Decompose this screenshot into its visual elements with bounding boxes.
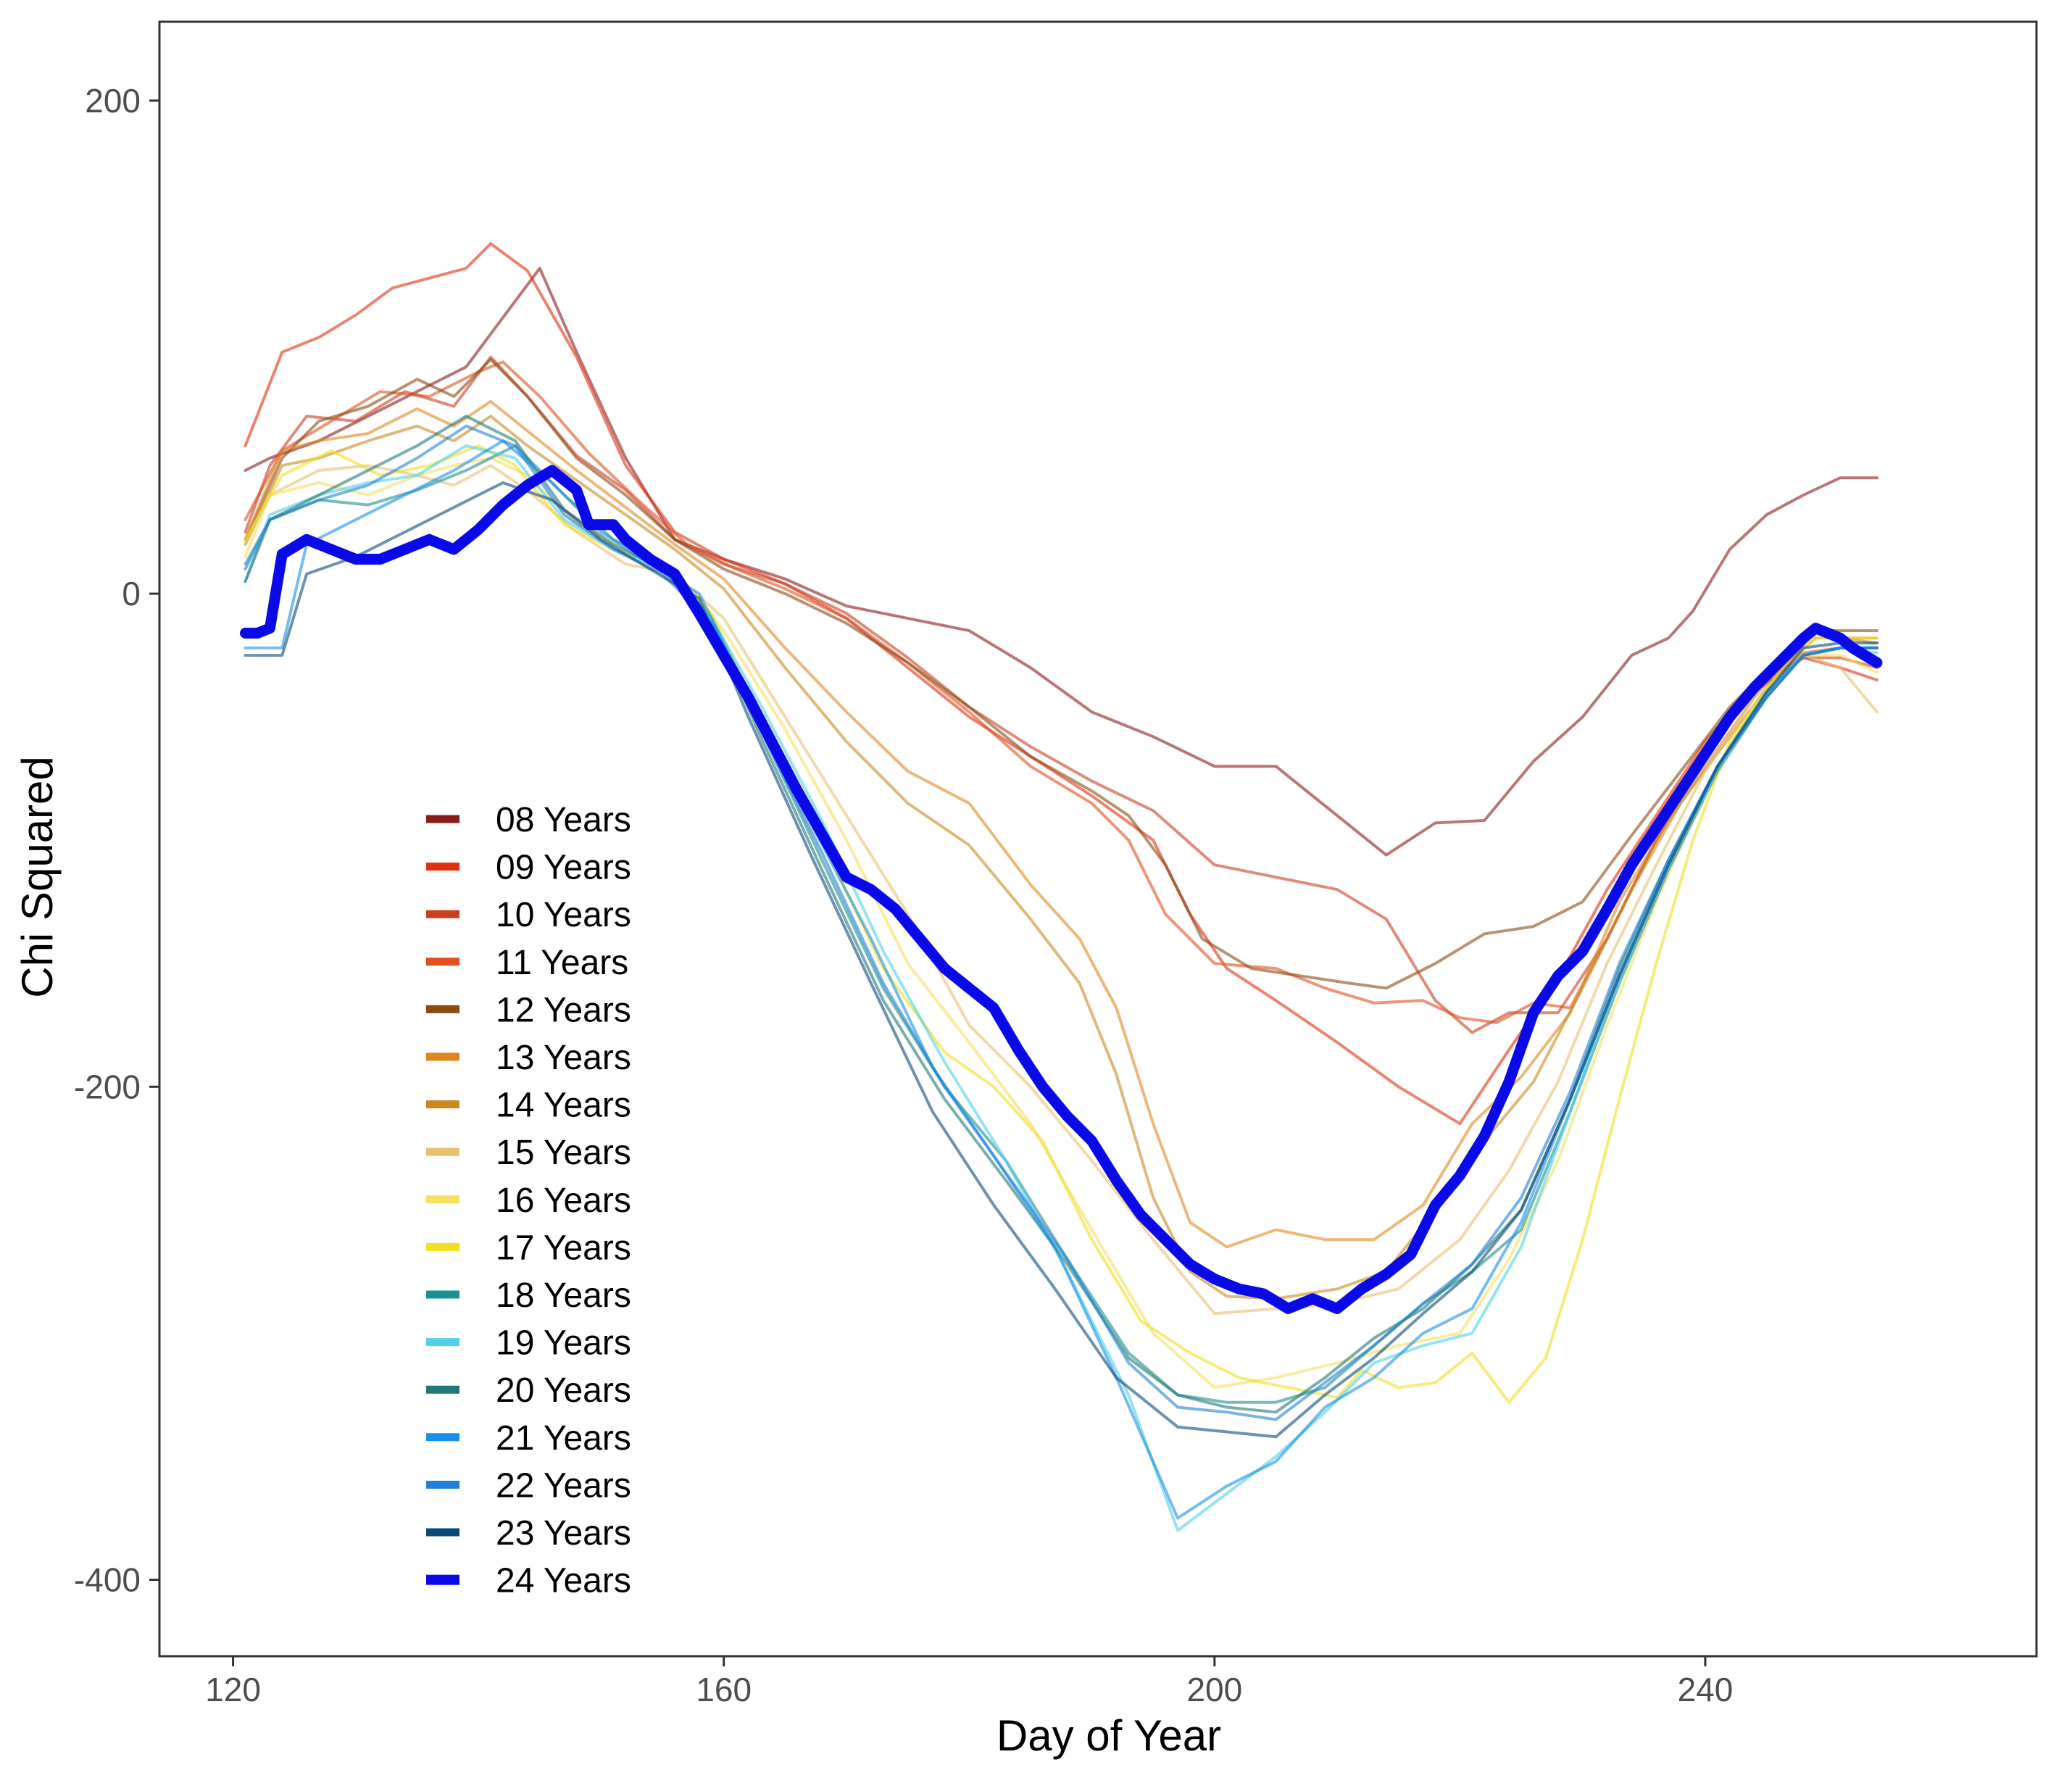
legend-label: 18 Years	[496, 1276, 631, 1315]
legend-label: 21 Years	[496, 1419, 631, 1458]
legend-label: 10 Years	[496, 896, 631, 934]
legend-label: 20 Years	[496, 1371, 631, 1410]
legend-label: 24 Years	[496, 1562, 631, 1600]
x-tick-label: 120	[205, 1671, 261, 1708]
axes-layer: 120 160 200 240 200 0 -200 -400	[74, 20, 2038, 1708]
series-line-23-years	[244, 481, 1878, 1439]
legend-label: 23 Years	[496, 1514, 631, 1553]
x-tick-label: 160	[696, 1671, 752, 1708]
series-line-13-years	[244, 399, 1878, 1249]
legend-label: 14 Years	[496, 1087, 631, 1125]
series-line-12-years	[244, 358, 1878, 990]
y-tick-label: -400	[74, 1561, 141, 1599]
x-axis-title: Day of Year	[997, 1711, 1221, 1760]
legend-label: 22 Years	[496, 1466, 631, 1505]
y-tick-label: 200	[85, 82, 141, 120]
legend-label: 11 Years	[496, 944, 628, 982]
y-axis-title: Chi Squared	[13, 756, 62, 998]
series-line-14-years	[244, 415, 1878, 1300]
series-layer	[240, 242, 1883, 1532]
series-line-17-years	[244, 444, 1878, 1404]
series-line-15-years	[244, 464, 1878, 1316]
series-line-24-years	[240, 465, 1883, 1314]
x-tick-label: 240	[1678, 1671, 1734, 1708]
panel-border	[158, 20, 2038, 1658]
y-tick-label: -200	[74, 1068, 141, 1105]
legend-label: 16 Years	[496, 1181, 631, 1220]
y-tick-label: 0	[122, 575, 141, 612]
legend-label: 19 Years	[496, 1324, 631, 1363]
legend-label: 08 Years	[496, 801, 631, 839]
legend-label: 15 Years	[496, 1134, 631, 1172]
legend: 08 Years 09 Years 10 Years 11 Years 12 Years…	[426, 801, 631, 1600]
series-line-08-years	[244, 267, 1878, 857]
legend-label: 12 Years	[496, 991, 631, 1029]
x-tick-label: 200	[1186, 1671, 1242, 1708]
series-line-22-years	[244, 424, 1878, 1421]
legend-label: 13 Years	[496, 1039, 631, 1077]
legend-label: 09 Years	[496, 849, 631, 887]
series-line-18-years	[244, 444, 1878, 1404]
legend-label: 17 Years	[496, 1229, 631, 1267]
